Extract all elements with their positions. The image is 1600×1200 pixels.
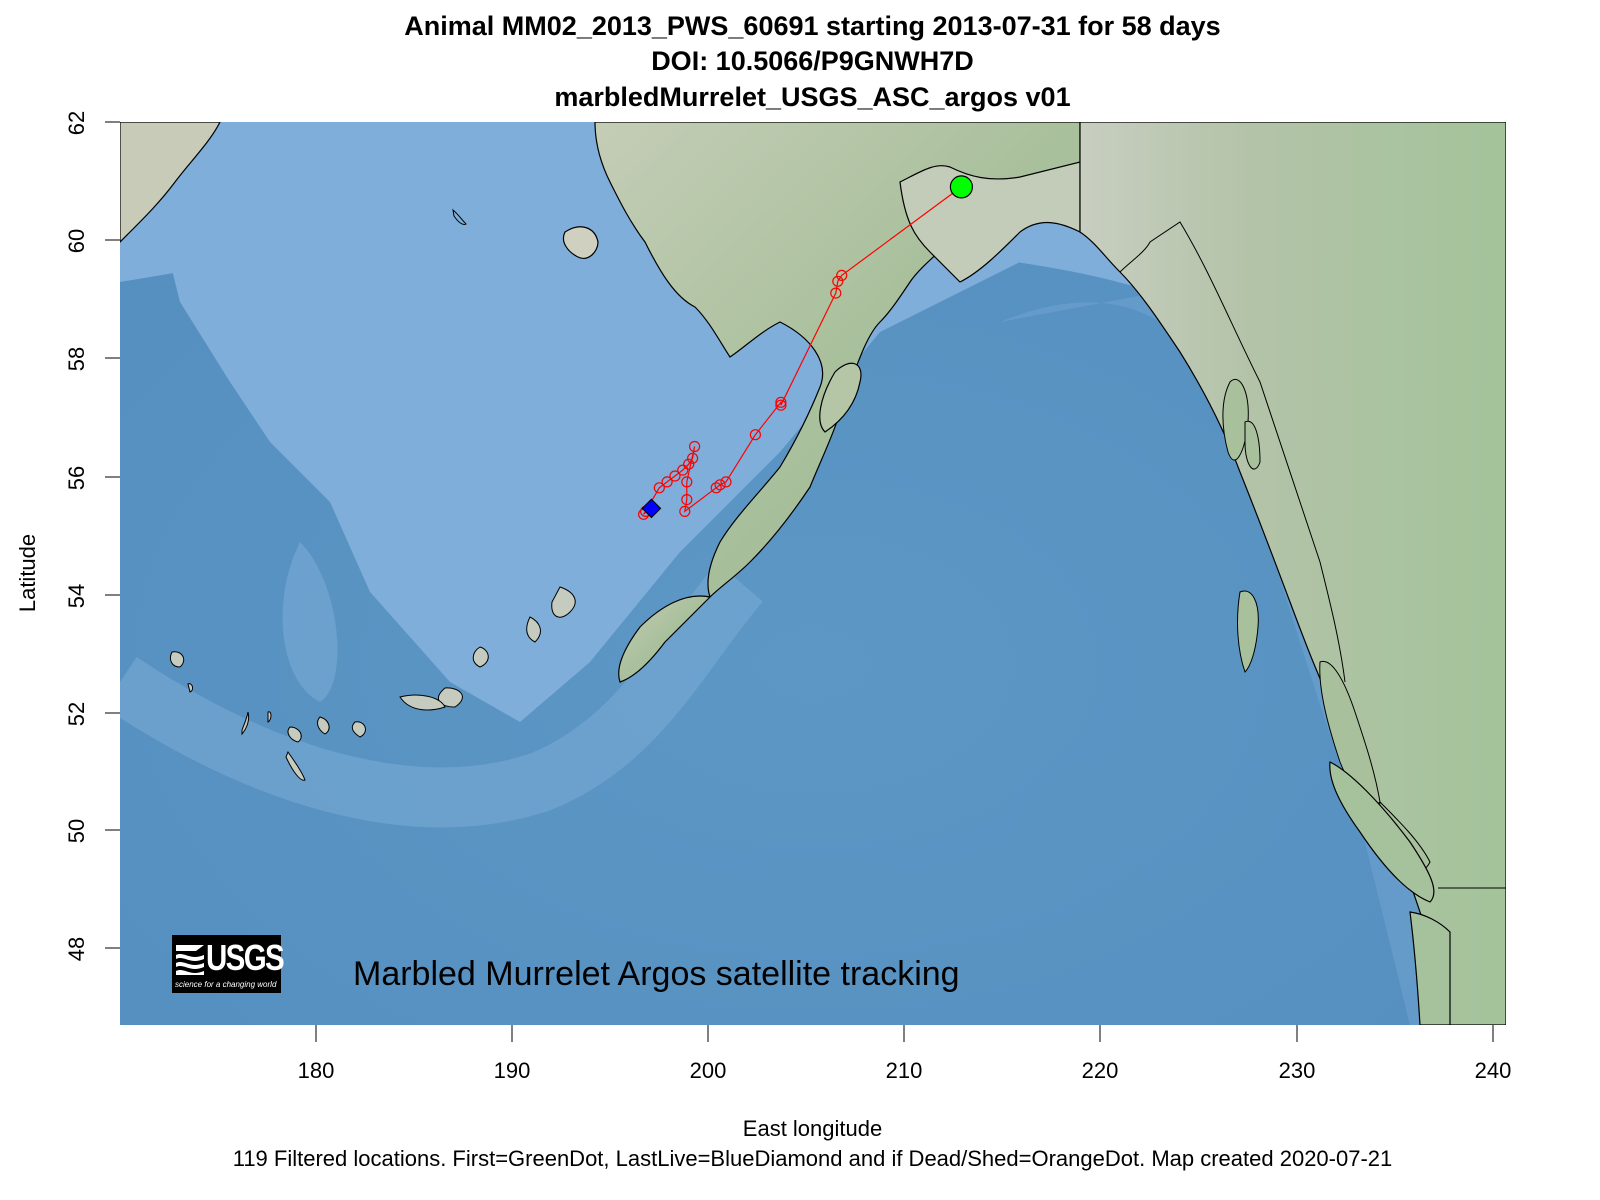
x-axis-label: East longitude [742, 1116, 883, 1141]
x-tick-200: 200 [689, 1058, 727, 1083]
track-point [688, 440, 701, 453]
x-tick-190: 190 [493, 1058, 531, 1083]
x-tick-240: 240 [1474, 1058, 1512, 1083]
track-point [710, 482, 722, 494]
vancouver-island [1329, 761, 1435, 903]
track-point [653, 482, 665, 494]
usgs-wordmark: USGS [206, 937, 285, 978]
y-tick-56: 56 [64, 465, 89, 491]
map-watermark-text: Marbled Murrelet Argos satellite trackin… [353, 955, 960, 993]
track-point [836, 269, 848, 281]
olympic-peninsula [1409, 911, 1451, 1025]
first-location-green-dot [949, 175, 974, 199]
x-tick-230: 230 [1278, 1058, 1316, 1083]
chart-title-line-3: marbledMurrelet_USGS_ASC_argos v01 [554, 82, 1071, 112]
footer-caption: 119 Filtered locations. First=GreenDot, … [232, 1146, 1393, 1171]
bering-shelf [120, 122, 1506, 722]
canada-land [1079, 122, 1506, 1025]
usgs-wave-icon [176, 945, 204, 975]
track-point [714, 479, 726, 491]
track-point [830, 287, 842, 299]
track-point [677, 464, 689, 476]
alaska-mainland [594, 122, 1081, 599]
aleutian-islands [169, 586, 576, 781]
map-plot-area [120, 122, 1506, 1025]
y-tick-50: 50 [64, 818, 89, 844]
y-axis-label: Latitude [15, 533, 40, 613]
track-point [749, 429, 762, 441]
usgs-logo: USGS science for a changing world [172, 935, 285, 993]
kodiak-island [819, 362, 862, 433]
x-tick-220: 220 [1081, 1058, 1119, 1083]
track-point [775, 399, 787, 411]
y-tick-62: 62 [64, 110, 89, 136]
track-point [661, 476, 673, 488]
x-tick-180: 180 [297, 1058, 335, 1083]
chukotka-land [120, 122, 221, 243]
y-tick-48: 48 [64, 936, 89, 962]
last-live-blue-diamond [641, 498, 662, 519]
track-point [775, 396, 787, 408]
us-canada-border [1079, 122, 1346, 683]
y-tick-52: 52 [64, 701, 89, 727]
track-point [832, 275, 844, 287]
y-tick-60: 60 [64, 228, 89, 254]
small-island [452, 208, 467, 225]
chart-title-line-2: DOI: 10.5066/P9GNWH7D [651, 46, 974, 76]
track-point [679, 505, 691, 517]
track-point [683, 458, 695, 470]
track-line [643, 186, 962, 515]
y-tick-54: 54 [64, 583, 89, 609]
usgs-tagline: science for a changing world [175, 980, 277, 989]
basemap [120, 122, 1506, 1025]
x-tick-210: 210 [885, 1058, 923, 1083]
track-point [686, 452, 699, 464]
alaska-peninsula [618, 595, 712, 683]
kenai-peninsula [899, 161, 1081, 283]
y-tick-58: 58 [64, 346, 89, 372]
track-point [681, 494, 693, 506]
track-point [669, 470, 681, 482]
track-point [681, 476, 693, 488]
chart-title-line-1: Animal MM02_2013_PWS_60691 starting 2013… [404, 11, 1221, 41]
track-point [720, 476, 732, 488]
nunivak-island [562, 226, 599, 259]
